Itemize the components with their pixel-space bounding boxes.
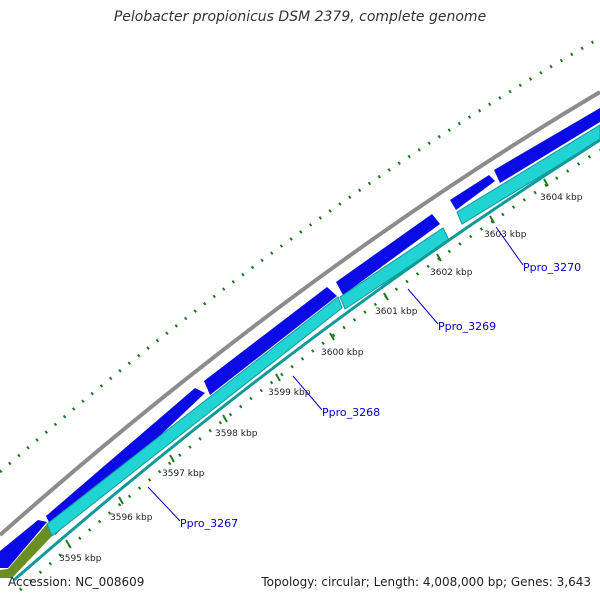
- inner-ring: [13, 138, 600, 582]
- tick-label: 3601 kbp: [375, 307, 418, 317]
- tick-label: 3602 kbp: [430, 268, 473, 278]
- gene-label-ppro-3269[interactable]: Ppro_3269: [438, 320, 496, 333]
- forward-gene[interactable]: [0, 520, 47, 568]
- accession-text: Accession: NC_008609: [8, 575, 145, 589]
- outer-scale-ring: [0, 36, 600, 474]
- tick-mark: [436, 253, 442, 262]
- tick-mark: [169, 454, 175, 463]
- callout-line: [147, 486, 181, 522]
- forward-gene[interactable]: [450, 175, 495, 210]
- reverse-gene[interactable]: [456, 124, 600, 225]
- tick-label: 3598 kbp: [215, 429, 258, 439]
- tick-label: 3595 kbp: [59, 554, 102, 564]
- tick-label: 3597 kbp: [162, 469, 205, 479]
- genome-summary-text: Topology: circular; Length: 4,008,000 bp…: [261, 575, 591, 589]
- tick-label: 3600 kbp: [321, 348, 364, 358]
- tick-label: 3604 kbp: [540, 193, 583, 203]
- tick-mark: [275, 373, 281, 382]
- callout-line: [407, 288, 439, 325]
- reverse-gene[interactable]: [46, 296, 343, 537]
- tick-label: 3603 kbp: [484, 230, 527, 240]
- callout-line: [495, 226, 524, 266]
- tick-mark: [543, 178, 549, 187]
- map-title: Pelobacter propionicus DSM 2379, complet…: [113, 9, 487, 25]
- other-gene[interactable]: [0, 524, 52, 578]
- tick-mark: [383, 292, 389, 301]
- tick-mark: [489, 215, 495, 224]
- tick-mark: [65, 539, 71, 548]
- forward-gene[interactable]: [204, 287, 337, 395]
- forward-gene[interactable]: [336, 214, 440, 295]
- gene-label-ppro-3268[interactable]: Ppro_3268: [322, 406, 380, 419]
- forward-gene[interactable]: [494, 108, 600, 183]
- reverse-genes: [0, 124, 600, 578]
- tick-mark: [329, 332, 335, 341]
- gene-callouts: [147, 226, 524, 522]
- tick-label: 3599 kbp: [268, 388, 311, 398]
- tick-label: 3596 kbp: [110, 513, 153, 523]
- gene-label-ppro-3270[interactable]: Ppro_3270: [523, 261, 581, 274]
- callout-line: [292, 375, 323, 411]
- scale-ticks: 3595 kbp 3596 kbp 3597 kbp 3598 kbp 3599…: [59, 178, 583, 564]
- tick-mark: [222, 414, 228, 423]
- gene-label-ppro-3267[interactable]: Ppro_3267: [180, 517, 238, 530]
- inner-scale-ticks: [19, 148, 600, 592]
- genome-backbone: [0, 90, 600, 537]
- tick-mark: [118, 496, 124, 505]
